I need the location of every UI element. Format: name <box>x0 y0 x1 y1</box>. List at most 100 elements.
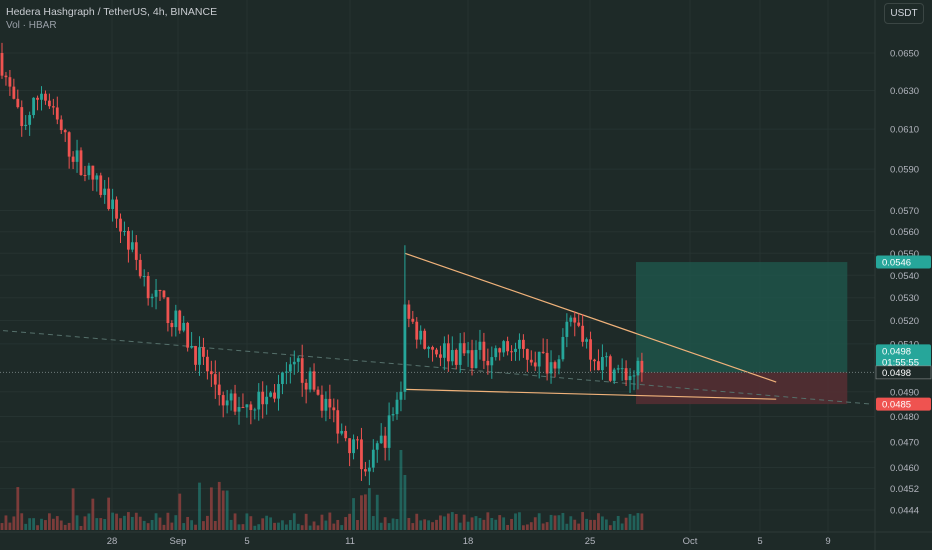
volume-bar <box>123 515 126 530</box>
volume-bar <box>514 513 517 530</box>
y-tick-label: 0.0444 <box>890 506 919 517</box>
volume-bar <box>55 516 59 530</box>
volume-bar <box>150 519 154 530</box>
volume-bar <box>597 513 600 530</box>
candle-body <box>581 325 585 342</box>
candle-body <box>142 276 146 278</box>
y-tick-label: 0.0490 <box>890 387 919 398</box>
y-tick-label: 0.0560 <box>890 227 919 238</box>
volume-bar <box>316 525 320 530</box>
volume-bar <box>525 524 529 530</box>
candle-body <box>241 407 245 409</box>
volume-bar <box>387 523 391 530</box>
volume-bar <box>83 516 87 530</box>
volume-bar <box>28 518 32 530</box>
volume-bar <box>209 487 213 530</box>
candle-body <box>138 259 142 277</box>
candle-body <box>553 362 557 369</box>
volume-bar <box>146 523 150 530</box>
candle-body <box>387 415 391 448</box>
volume-bar <box>154 513 158 530</box>
volume-bar <box>518 512 521 530</box>
current-price-label-text: 01:55:55 <box>882 357 919 368</box>
x-tick-label: 9 <box>825 536 830 547</box>
volume-bar <box>632 515 636 530</box>
candle-body <box>498 348 502 353</box>
symbol-title[interactable]: Hedera Hashgraph / TetherUS, 4h, BINANCE <box>6 6 218 18</box>
volume-bar <box>593 519 596 530</box>
volume-bar <box>375 494 379 530</box>
volume-bar <box>245 513 249 530</box>
stop-price-label-text: 0.0485 <box>882 400 911 411</box>
candle-body <box>340 430 344 434</box>
stop-price-label <box>876 397 931 411</box>
volume-bar <box>541 523 545 530</box>
candle-body <box>12 86 16 99</box>
candle-body <box>435 349 438 355</box>
candle-body <box>624 368 628 381</box>
candle-body <box>470 350 474 369</box>
volume-bar <box>415 513 419 530</box>
x-tick-label: 25 <box>585 536 596 547</box>
volume-bar <box>51 518 55 530</box>
x-tick-label: Sep <box>170 536 187 547</box>
candle-body <box>162 290 166 298</box>
candle-body <box>458 343 462 365</box>
candle-body <box>288 364 292 372</box>
volume-bar <box>324 520 328 530</box>
candle-body <box>233 393 237 412</box>
volume-bar <box>257 524 261 530</box>
candle-body <box>95 175 99 180</box>
volume-bar <box>170 522 174 530</box>
y-tick-label: 0.0570 <box>890 206 919 217</box>
volume-bar <box>553 515 557 530</box>
volume-legend[interactable]: Vol · HBAR <box>6 20 57 31</box>
volume-bar <box>356 520 359 530</box>
volume-bar <box>506 524 509 530</box>
candle-body <box>533 362 537 367</box>
y-tick-label: 0.0650 <box>890 49 919 60</box>
candle-body <box>269 392 272 397</box>
volume-bar <box>36 525 39 530</box>
candle-body <box>395 399 399 415</box>
candle-body <box>261 391 265 405</box>
candle-body <box>589 339 592 360</box>
volume-bar <box>312 521 316 530</box>
candle-body <box>371 449 375 468</box>
volume-bar <box>545 522 549 530</box>
candle-body <box>91 165 95 180</box>
volume-bar <box>486 512 490 530</box>
candle-body <box>514 348 517 352</box>
dashed-trendline <box>0 329 872 405</box>
volume-bar <box>502 517 506 530</box>
candle-body <box>281 372 284 385</box>
y-tick-label: 0.0520 <box>890 316 919 327</box>
volume-bar <box>87 513 91 530</box>
candle-body <box>300 358 304 383</box>
volume-bar <box>213 520 217 530</box>
candle-body <box>186 322 190 348</box>
candle-body <box>379 435 383 444</box>
volume-bar <box>573 519 577 530</box>
candle-body <box>316 389 320 395</box>
candle-body <box>225 400 229 406</box>
take-profit-zone <box>636 262 848 373</box>
candle-body <box>375 443 379 450</box>
currency-button[interactable]: USDT <box>884 3 924 24</box>
volume-bar <box>182 523 186 530</box>
volume-bar <box>474 516 478 530</box>
volume-bar <box>79 525 83 530</box>
volume-bar <box>360 495 363 530</box>
candle-body <box>364 469 367 472</box>
volume-bar <box>16 487 20 530</box>
candle-body <box>628 376 632 381</box>
y-tick-label: 0.0530 <box>890 293 919 304</box>
volume-bar <box>75 515 79 530</box>
x-tick-label: 5 <box>757 536 762 547</box>
candle-body <box>545 352 549 374</box>
volume-bar <box>379 522 383 530</box>
volume-bar <box>198 482 201 530</box>
candle-body <box>332 407 336 411</box>
volume-bar <box>450 512 454 530</box>
